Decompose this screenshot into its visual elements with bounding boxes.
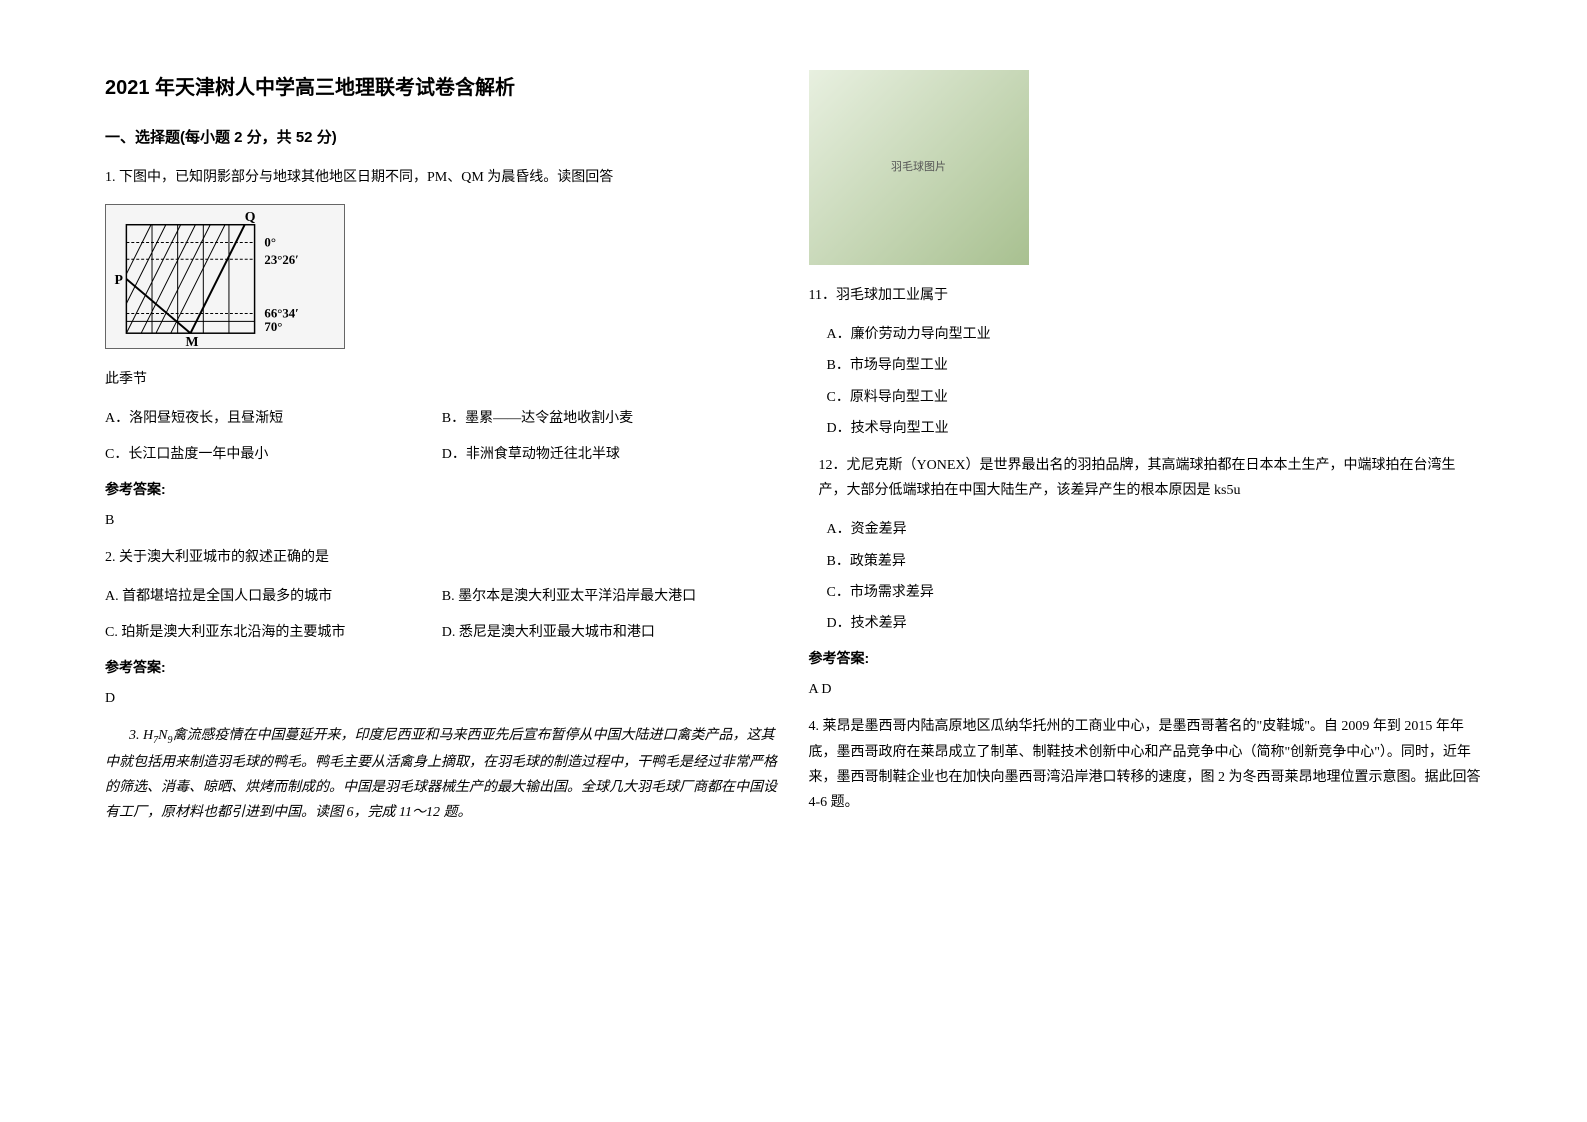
q3-text: 禽流感疫情在中国蔓延开来，印度尼西亚和马来西亚先后宣布暂停从中国大陆进口禽类产品…	[105, 728, 777, 820]
question-4: 4. 莱昂是墨西哥内陆高原地区瓜纳华托州的工商业中心，是墨西哥著名的"皮鞋城"。…	[809, 714, 1483, 815]
q11-optB: B．市场导向型工业	[809, 353, 1483, 378]
q12-stem: 12．尤尼克斯（YONEX）是世界最出名的羽拍品牌，其高端球拍都在日本本土生产，…	[809, 453, 1483, 503]
label-lat23: 23°26′	[264, 253, 298, 267]
label-lat66: 66°34′	[264, 307, 298, 321]
q11-stem: 11．羽毛球加工业属于	[809, 283, 1483, 308]
q2-optB: B. 墨尔本是澳大利亚太平洋沿岸最大港口	[442, 584, 779, 609]
q2-optA: A. 首都堪培拉是全国人口最多的城市	[105, 584, 442, 609]
q3-prefix: 3. H	[105, 728, 153, 743]
q4-stem: 4. 莱昂是墨西哥内陆高原地区瓜纳华托州的工商业中心，是墨西哥著名的"皮鞋城"。…	[809, 714, 1483, 815]
q1-options-row2: C．长江口盐度一年中最小 D．非洲食草动物迁往北半球	[105, 442, 779, 467]
question-1: 1. 下图中，已知阴影部分与地球其他地区日期不同，PM、QM 为晨昏线。读图回答	[105, 165, 779, 533]
q12-optB: B．政策差异	[809, 549, 1483, 574]
image-alt: 羽毛球图片	[891, 158, 946, 178]
q11-optD: D．技术导向型工业	[809, 416, 1483, 441]
label-lat0: 0°	[264, 236, 276, 250]
q12-optC: C．市场需求差异	[809, 580, 1483, 605]
q12-optA: A．资金差异	[809, 517, 1483, 542]
q2-options-row2: C. 珀斯是澳大利亚东北沿海的主要城市 D. 悉尼是澳大利亚最大城市和港口	[105, 620, 779, 645]
q11-optC: C．原料导向型工业	[809, 385, 1483, 410]
label-lat70: 70°	[264, 320, 282, 334]
q1-subtext: 此季节	[105, 367, 779, 392]
right-column: 羽毛球图片 11．羽毛球加工业属于 A．廉价劳动力导向型工业 B．市场导向型工业…	[794, 70, 1498, 1082]
q12-optD: D．技术差异	[809, 611, 1483, 636]
earth-diagram-svg: Q P M 0° 23°26′ 66°34′ 70°	[106, 205, 344, 348]
q2-answer: D	[105, 686, 779, 711]
q1-answer-header: 参考答案:	[105, 477, 779, 502]
label-M: M	[186, 334, 199, 348]
q1-optA: A．洛阳昼短夜长，且昼渐短	[105, 406, 442, 431]
q12-answer: A D	[809, 677, 1483, 702]
question-3: 3. H7N9禽流感疫情在中国蔓延开来，印度尼西亚和马来西亚先后宣布暂停从中国大…	[105, 723, 779, 825]
q11-optA: A．廉价劳动力导向型工业	[809, 322, 1483, 347]
question-12: 12．尤尼克斯（YONEX）是世界最出名的羽拍品牌，其高端球拍都在日本本土生产，…	[809, 453, 1483, 703]
q1-options-row1: A．洛阳昼短夜长，且昼渐短 B．墨累——达令盆地收割小麦	[105, 406, 779, 431]
q2-optC: C. 珀斯是澳大利亚东北沿海的主要城市	[105, 620, 442, 645]
section-header: 一、选择题(每小题 2 分，共 52 分)	[105, 124, 779, 151]
q1-stem: 1. 下图中，已知阴影部分与地球其他地区日期不同，PM、QM 为晨昏线。读图回答	[105, 165, 779, 190]
q12-answer-header: 参考答案:	[809, 646, 1483, 671]
q2-answer-header: 参考答案:	[105, 655, 779, 680]
q1-optD: D．非洲食草动物迁往北半球	[442, 442, 779, 467]
q2-stem: 2. 关于澳大利亚城市的叙述正确的是	[105, 545, 779, 570]
q1-optC: C．长江口盐度一年中最小	[105, 442, 442, 467]
q1-diagram: Q P M 0° 23°26′ 66°34′ 70°	[105, 204, 345, 349]
left-column: 2021 年天津树人中学高三地理联考试卷含解析 一、选择题(每小题 2 分，共 …	[90, 70, 794, 1082]
q1-optB: B．墨累——达令盆地收割小麦	[442, 406, 779, 431]
question-2: 2. 关于澳大利亚城市的叙述正确的是 A. 首都堪培拉是全国人口最多的城市 B.…	[105, 545, 779, 711]
q2-optD: D. 悉尼是澳大利亚最大城市和港口	[442, 620, 779, 645]
q2-options-row1: A. 首都堪培拉是全国人口最多的城市 B. 墨尔本是澳大利亚太平洋沿岸最大港口	[105, 584, 779, 609]
label-P: P	[115, 272, 124, 287]
question-11: 11．羽毛球加工业属于 A．廉价劳动力导向型工业 B．市场导向型工业 C．原料导…	[809, 283, 1483, 441]
exam-title: 2021 年天津树人中学高三地理联考试卷含解析	[105, 70, 779, 106]
shuttlecock-image: 羽毛球图片	[809, 70, 1029, 265]
q1-answer: B	[105, 508, 779, 533]
label-Q: Q	[245, 209, 256, 224]
